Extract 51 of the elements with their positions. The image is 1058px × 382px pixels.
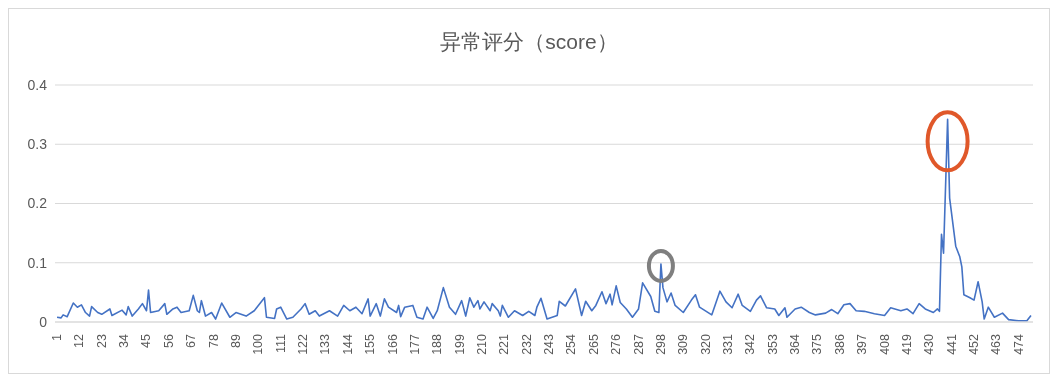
- x-tick-label: 232: [519, 333, 534, 355]
- y-tick-label: 0.3: [27, 136, 48, 153]
- x-tick-label: 144: [340, 333, 355, 355]
- x-tick-label: 34: [117, 333, 132, 348]
- x-tick-label: 23: [94, 333, 109, 348]
- x-tick-label: 166: [385, 333, 400, 355]
- y-tick-label: 0.4: [27, 76, 48, 93]
- x-tick-label: 56: [161, 333, 176, 348]
- x-tick-label: 474: [1011, 333, 1026, 355]
- x-tick-label: 353: [765, 333, 780, 355]
- x-tick-label: 243: [542, 333, 557, 355]
- x-tick-label: 342: [743, 333, 758, 355]
- x-tick-label: 78: [206, 333, 221, 348]
- y-tick-label: 0.2: [27, 195, 48, 212]
- x-tick-label: 452: [967, 333, 982, 355]
- x-tick-label: 210: [474, 333, 489, 355]
- x-tick-label: 67: [184, 333, 199, 348]
- x-tick-label: 430: [922, 333, 937, 355]
- x-tick-label: 386: [832, 333, 847, 355]
- x-tick-label: 100: [251, 333, 266, 355]
- x-tick-label: 45: [139, 333, 154, 348]
- x-tick-label: 309: [676, 333, 691, 355]
- x-tick-label: 375: [810, 333, 825, 355]
- x-tick-label: 364: [788, 333, 803, 355]
- x-tick-label: 199: [452, 333, 467, 355]
- x-tick-label: 298: [653, 333, 668, 355]
- x-tick-label: 287: [631, 333, 646, 355]
- x-tick-label: 122: [296, 333, 311, 355]
- chart-title: 异常评分（score）: [439, 29, 619, 55]
- x-tick-label: 463: [989, 333, 1004, 355]
- x-tick-label: 441: [944, 333, 959, 355]
- x-tick-label: 397: [855, 333, 870, 355]
- x-tick-label: 276: [609, 333, 624, 355]
- x-tick-label: 320: [698, 333, 713, 355]
- x-tick-label: 419: [899, 333, 914, 355]
- x-tick-label: 155: [363, 333, 378, 355]
- x-tick-label: 188: [430, 333, 445, 355]
- x-tick-label: 133: [318, 333, 333, 355]
- x-tick-label: 408: [877, 333, 892, 355]
- x-tick-label: 177: [407, 333, 422, 355]
- x-tick-label: 12: [72, 333, 87, 348]
- x-tick-label: 89: [228, 333, 243, 348]
- line-series: [56, 118, 1032, 322]
- x-tick-label: 111: [273, 333, 288, 354]
- x-tick-label: 265: [586, 333, 601, 355]
- y-tick-label: 0.1: [27, 254, 48, 271]
- x-tick-label: 1: [50, 333, 65, 341]
- y-tick-label: 0: [39, 313, 48, 330]
- x-tick-label: 254: [564, 333, 579, 355]
- x-tick-label: 221: [497, 333, 512, 355]
- x-tick-label: 331: [721, 333, 736, 355]
